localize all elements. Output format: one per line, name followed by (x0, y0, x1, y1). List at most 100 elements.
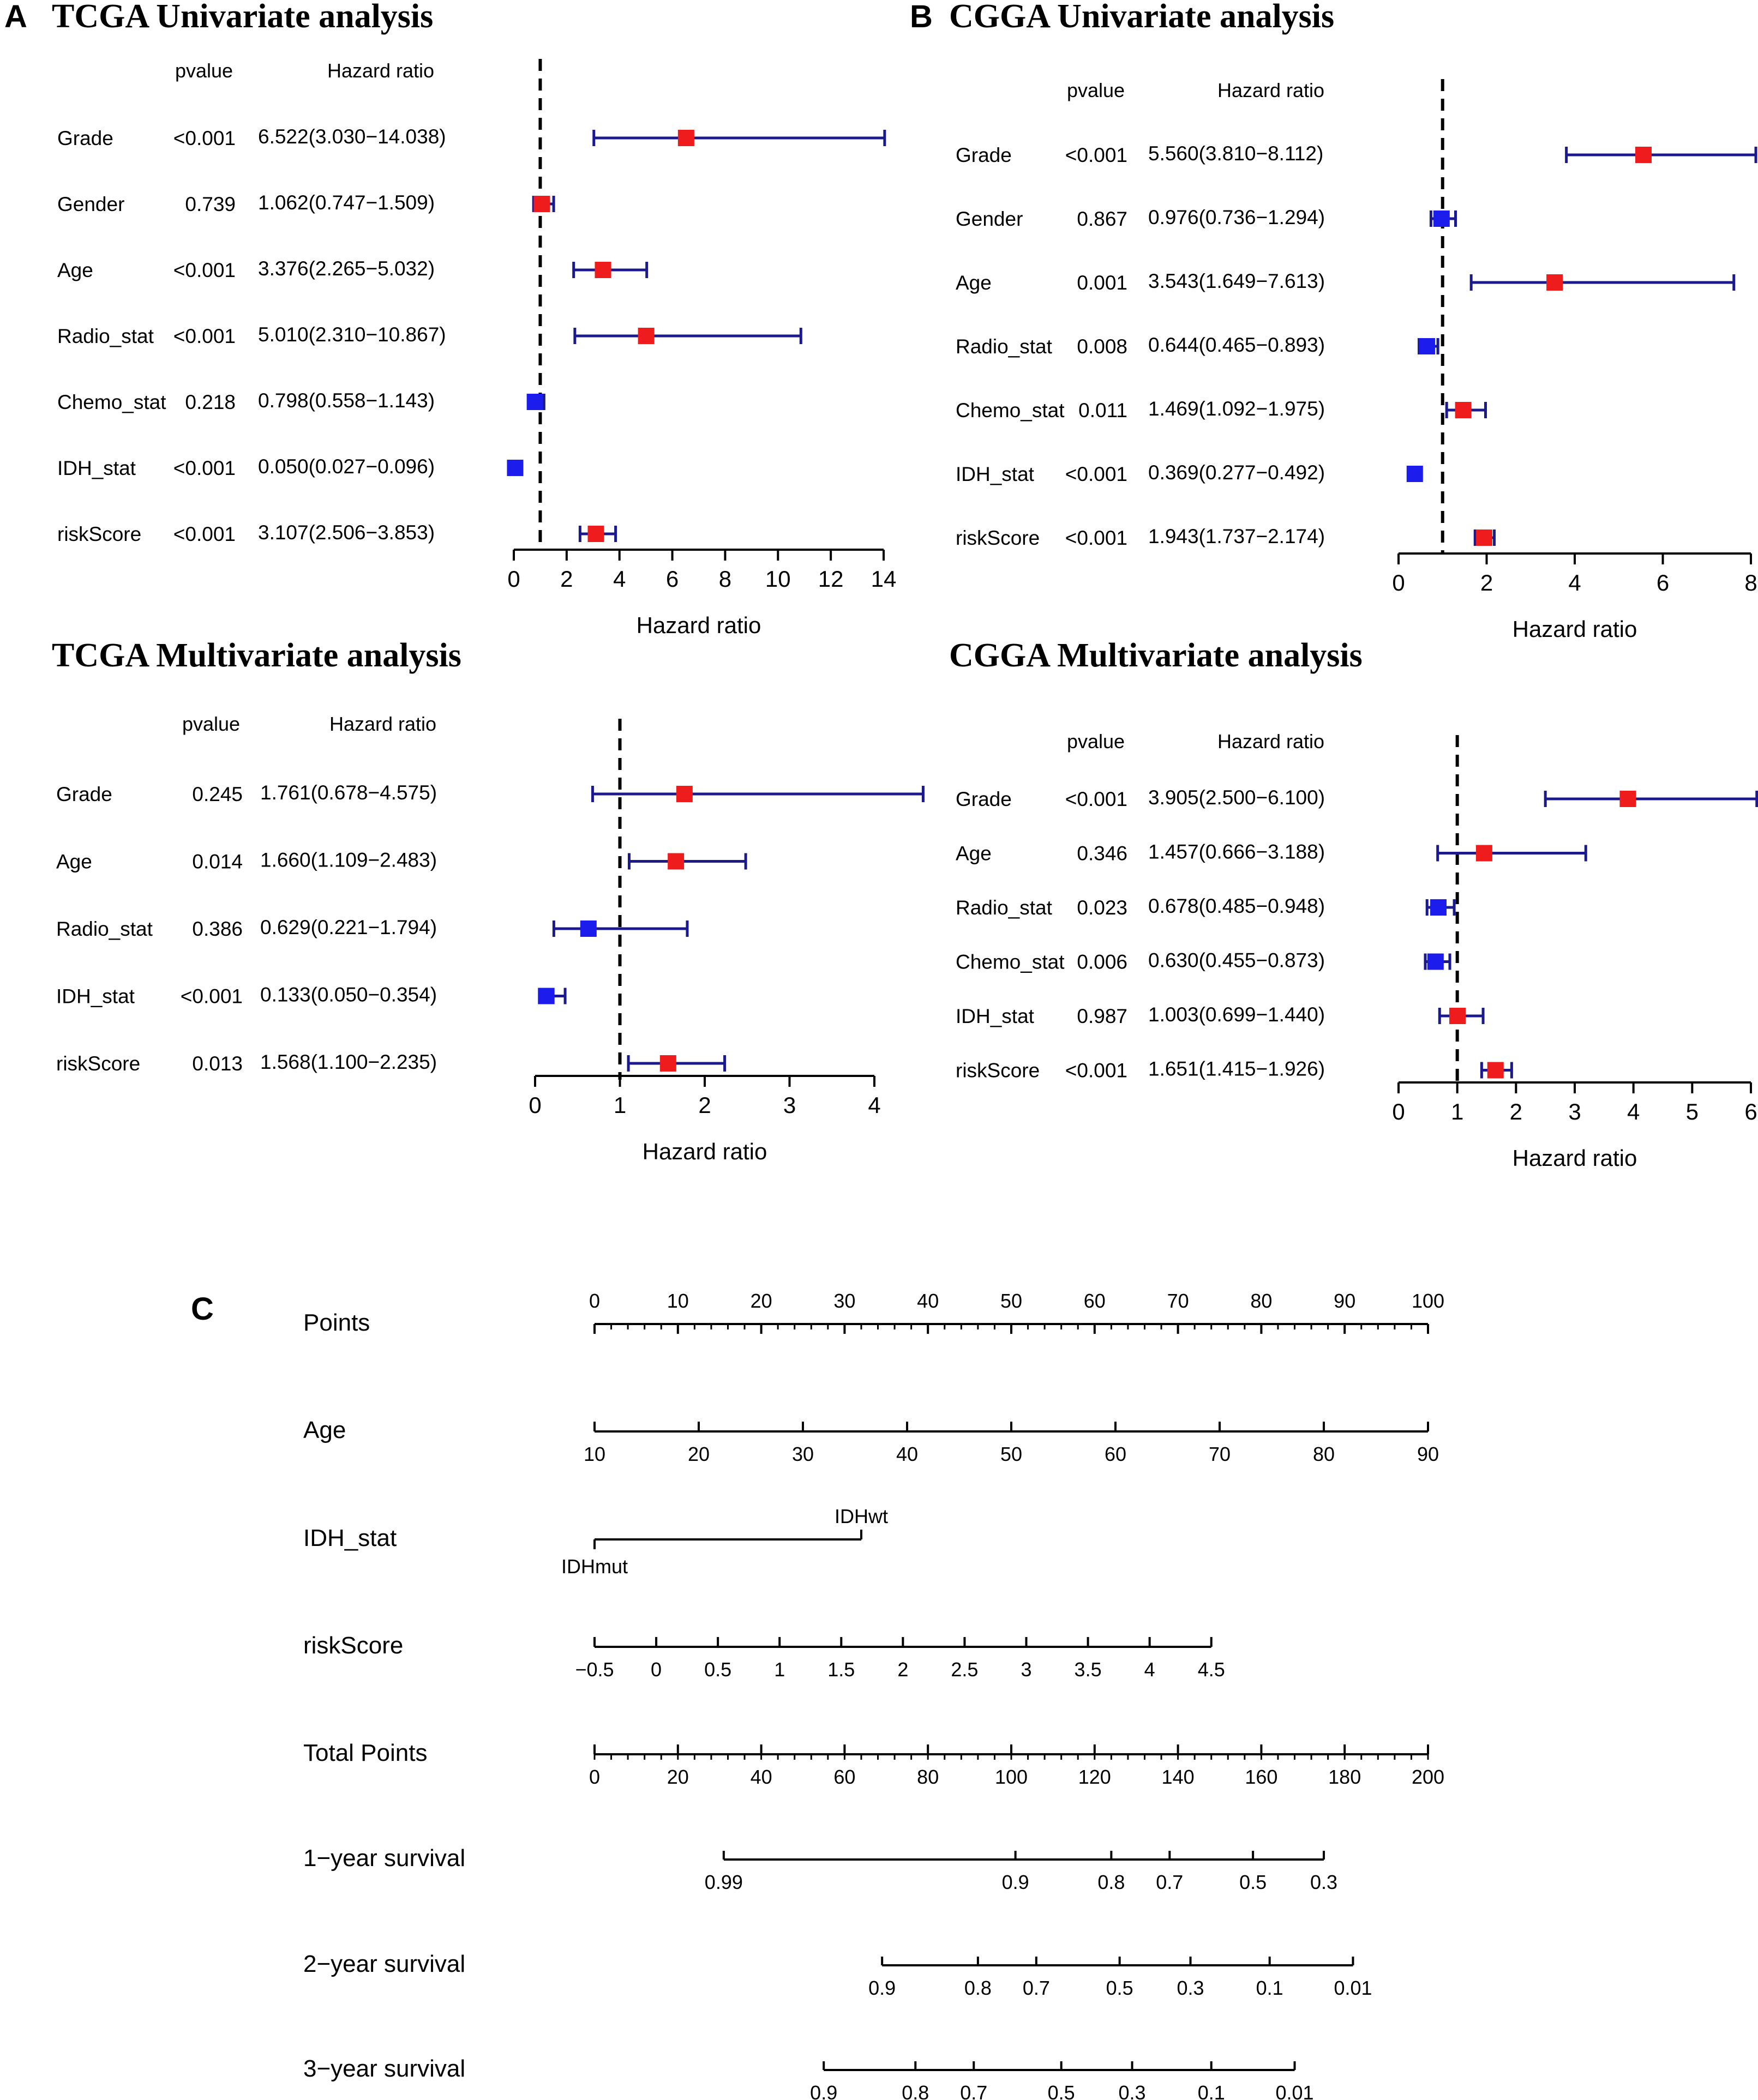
level-label: IDHwt (835, 1505, 888, 1527)
tick-label: 0.1 (1256, 1977, 1283, 1999)
tick-label: 2.5 (951, 1658, 978, 1681)
row-hazard-ratio: 0.976(0.736−1.294) (1148, 206, 1325, 228)
column-header-pvalue: pvalue (175, 59, 233, 82)
row-pvalue: 0.014 (192, 851, 243, 873)
x-tick-label: 0 (529, 1092, 541, 1118)
x-tick-label: 3 (783, 1092, 796, 1118)
chart-title: TCGA Multivariate analysis (52, 637, 461, 674)
row-pvalue: 0.008 (1077, 335, 1127, 358)
tick-label: 2 (897, 1658, 908, 1681)
x-tick-label: 0 (507, 566, 520, 592)
row-label: riskScore (956, 1060, 1040, 1082)
hazard-ratio-marker (1430, 899, 1447, 916)
tick-label: 50 (1000, 1443, 1022, 1465)
row-pvalue: 0.987 (1077, 1005, 1127, 1027)
row-label: Grade (56, 783, 112, 805)
x-tick-label: 2 (1510, 1099, 1522, 1124)
row-hazard-ratio: 5.010(2.310−10.867) (258, 323, 446, 346)
x-tick-label: 10 (765, 566, 791, 592)
row-hazard-ratio: 5.560(3.810−8.112) (1148, 142, 1323, 165)
row-pvalue: 0.739 (185, 193, 236, 215)
x-axis-label: Hazard ratio (1513, 1145, 1637, 1171)
nomogram-row-label: Total Points (303, 1740, 427, 1766)
hazard-ratio-marker (638, 328, 655, 344)
column-header-hazard-ratio: Hazard ratio (329, 713, 436, 735)
row-label: Grade (956, 788, 1012, 810)
tick-label: 0.9 (868, 1977, 896, 1999)
tick-label: 10 (667, 1290, 689, 1312)
row-pvalue: <0.001 (1065, 144, 1127, 166)
hazard-ratio-marker (526, 394, 543, 410)
tick-label: 0 (589, 1290, 600, 1312)
row-hazard-ratio: 1.651(1.415−1.926) (1148, 1058, 1325, 1080)
row-pvalue: 0.001 (1077, 272, 1127, 294)
hazard-ratio-marker (1619, 791, 1636, 807)
row-hazard-ratio: 0.369(0.277−0.492) (1148, 461, 1325, 484)
row-pvalue: 0.013 (192, 1052, 243, 1075)
column-header-pvalue: pvalue (1067, 79, 1125, 101)
nomogram-row-label: 2−year survival (303, 1951, 465, 1977)
row-hazard-ratio: 3.376(2.265−5.032) (258, 257, 435, 280)
tick-label: 0.01 (1275, 2081, 1313, 2100)
tick-label: 0.9 (810, 2081, 837, 2100)
row-label: Gender (956, 208, 1023, 230)
x-tick-label: 4 (1568, 570, 1581, 595)
tick-label: 40 (751, 1766, 772, 1788)
tick-label: 0.5 (1048, 2081, 1075, 2100)
row-hazard-ratio: 1.568(1.100−2.235) (260, 1051, 437, 1073)
tick-label: 3 (1021, 1658, 1031, 1681)
row-pvalue: <0.001 (173, 127, 236, 149)
panel-letter: C (191, 1291, 214, 1327)
tick-label: 180 (1328, 1766, 1361, 1788)
tick-label: 60 (1105, 1443, 1126, 1465)
row-pvalue: 0.011 (1078, 399, 1127, 422)
tick-label: 160 (1245, 1766, 1277, 1788)
x-tick-label: 6 (1657, 570, 1669, 595)
row-label: Gender (57, 193, 124, 215)
row-pvalue: 0.867 (1077, 208, 1127, 230)
tick-label: 40 (917, 1290, 939, 1312)
x-axis-label: Hazard ratio (643, 1139, 767, 1164)
x-tick-label: 6 (666, 566, 679, 592)
tick-label: 0.01 (1334, 1977, 1372, 1999)
nomogram-row-label: Age (303, 1417, 346, 1443)
row-pvalue: <0.001 (1065, 788, 1127, 810)
row-label: Chemo_stat (956, 951, 1065, 973)
tick-label: 20 (667, 1766, 689, 1788)
nomogram-row-label: Points (303, 1309, 370, 1336)
hazard-ratio-marker (1419, 338, 1436, 354)
tick-label: 80 (1313, 1443, 1335, 1465)
tick-label: 0.7 (1156, 1871, 1183, 1893)
row-pvalue: <0.001 (1065, 527, 1127, 549)
tick-label: 20 (688, 1443, 710, 1465)
column-header-pvalue: pvalue (1067, 730, 1125, 753)
nomogram-row-label: IDH_stat (303, 1525, 397, 1551)
tick-label: 0.3 (1177, 1977, 1204, 1999)
row-label: Age (56, 851, 92, 873)
nomogram-row-label: 1−year survival (303, 1845, 465, 1872)
tick-label: 70 (1209, 1443, 1231, 1465)
tick-label: 10 (584, 1443, 605, 1465)
tick-label: 0 (589, 1766, 600, 1788)
tick-label: 80 (917, 1766, 939, 1788)
tick-label: 70 (1167, 1290, 1189, 1312)
level-label: IDHmut (561, 1555, 628, 1578)
x-tick-label: 4 (868, 1092, 880, 1118)
hazard-ratio-marker (668, 853, 685, 870)
x-tick-label: 2 (560, 566, 573, 592)
tick-label: 0.5 (1239, 1871, 1267, 1893)
row-label: riskScore (56, 1052, 140, 1075)
tick-label: 200 (1412, 1766, 1444, 1788)
tick-label: 60 (1084, 1290, 1106, 1312)
row-label: Chemo_stat (956, 399, 1065, 422)
row-label: riskScore (57, 523, 141, 545)
tick-label: 4.5 (1198, 1658, 1225, 1681)
row-label: Radio_stat (57, 325, 154, 347)
tick-label: 0.7 (1023, 1977, 1050, 1999)
row-hazard-ratio: 0.678(0.485−0.948) (1148, 895, 1325, 917)
tick-label: 30 (792, 1443, 814, 1465)
row-hazard-ratio: 1.062(0.747−1.509) (258, 191, 435, 214)
row-pvalue: 0.346 (1077, 843, 1127, 865)
